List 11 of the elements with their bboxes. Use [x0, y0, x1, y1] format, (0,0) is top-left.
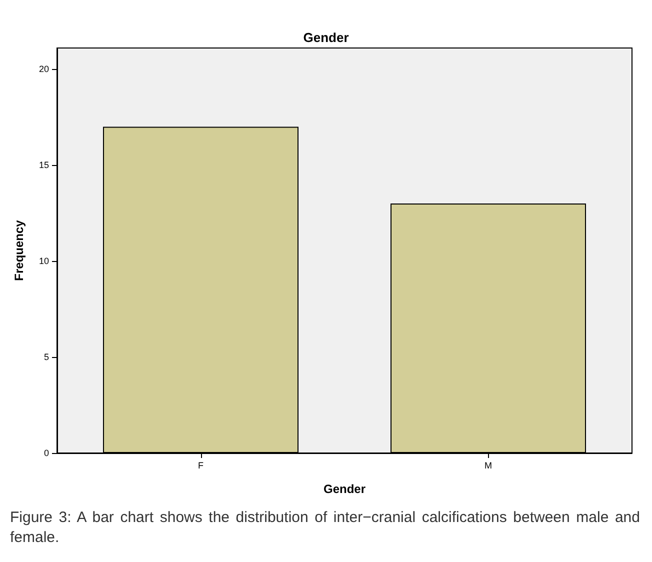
caption: Figure 3: A bar chart shows the distribution of inter−cranial calcifications between male and female. — [10, 508, 640, 548]
y-tick-label: 20 — [38, 64, 49, 74]
y-tick-label: 15 — [38, 160, 49, 170]
x-axis-title: Gender — [323, 482, 366, 496]
chart-title: Gender — [303, 30, 349, 45]
y-axis-title: Frequency — [12, 220, 26, 281]
y-tick-label: 0 — [44, 448, 49, 458]
y-tick-label: 10 — [38, 256, 49, 266]
x-tick-label: F — [198, 460, 204, 470]
y-tick-label: 5 — [44, 352, 49, 362]
x-tick-label: M — [484, 460, 492, 470]
